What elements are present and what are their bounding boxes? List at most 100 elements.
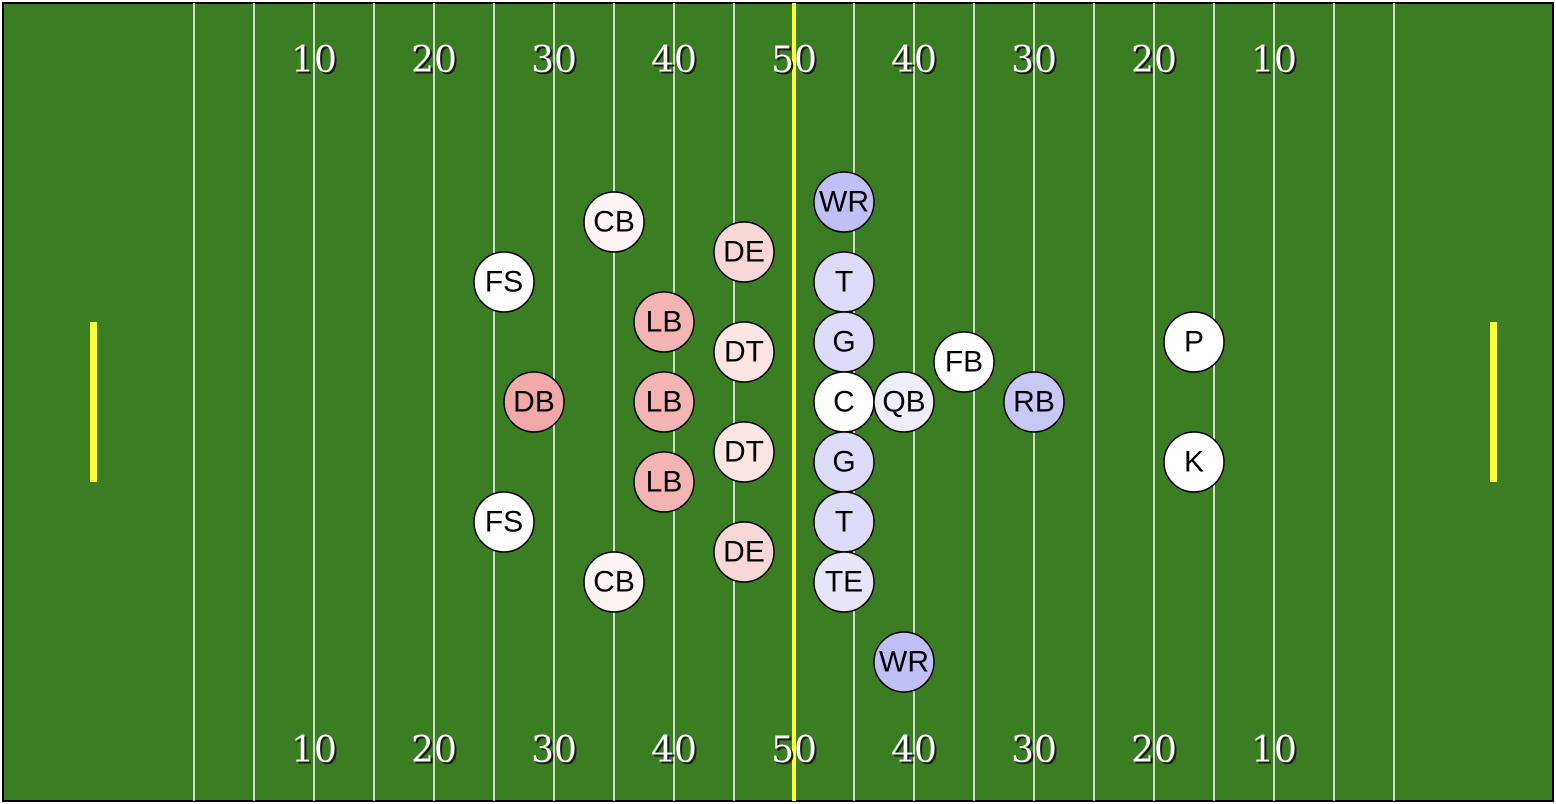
player-label: DE [723,236,765,269]
player-label: DT [724,436,764,469]
player-cb[interactable]: CB [583,191,645,253]
player-label: LB [646,306,683,339]
player-marker [713,521,775,583]
player-p[interactable]: P [1163,311,1225,373]
player-marker [1163,431,1225,493]
player-g[interactable]: G [813,311,875,373]
yard-number-shadow: 40 [893,732,939,773]
player-marker [873,371,935,433]
player-marker [633,371,695,433]
yard-number-shadow: 30 [1013,732,1059,773]
player-marker [583,551,645,613]
yard-number-shadow: 30 [1013,42,1059,83]
player-marker [813,171,875,233]
yard-number: 10 [1251,730,1297,771]
yard-number-shadow: 10 [1253,42,1299,83]
yard-number: 40 [651,40,697,81]
player-label: WR [879,646,929,679]
yard-number: 30 [531,40,577,81]
player-label: TE [825,566,863,599]
yard-number: 10 [291,730,337,771]
yard-number: 50 [771,730,817,771]
player-te[interactable]: TE [813,551,875,613]
player-db[interactable]: DB [503,371,565,433]
yard-number-shadow: 50 [773,42,819,83]
player-t[interactable]: T [813,491,875,553]
yard-number: 20 [1131,40,1177,81]
yard-number-shadow: 40 [893,42,939,83]
yard-number-shadow: 20 [1133,732,1179,773]
player-label: C [833,386,855,419]
player-label: CB [593,566,635,599]
player-marker [1003,371,1065,433]
player-label: FS [485,266,523,299]
yard-number: 20 [411,40,457,81]
yard-number-shadow: 20 [413,42,459,83]
player-fs[interactable]: FS [473,491,535,553]
player-label: DB [513,386,555,419]
player-marker [473,251,535,313]
player-label: WR [819,186,869,219]
player-wr[interactable]: WR [873,631,935,693]
player-marker [1163,311,1225,373]
player-label: G [832,446,855,479]
player-de[interactable]: DE [713,221,775,283]
yard-number: 10 [1251,40,1297,81]
yard-number-shadow: 20 [1133,42,1179,83]
player-marker [583,191,645,253]
player-label: K [1184,446,1204,479]
player-lb[interactable]: LB [633,371,695,433]
player-cb[interactable]: CB [583,551,645,613]
player-dt[interactable]: DT [713,421,775,483]
player-t[interactable]: T [813,251,875,313]
player-qb[interactable]: QB [873,371,935,433]
yard-number-shadow: 40 [653,42,699,83]
player-k[interactable]: K [1163,431,1225,493]
yard-number-shadow: 10 [1253,732,1299,773]
yard-number-shadow: 20 [413,732,459,773]
yard-number: 40 [651,730,697,771]
yard-number: 10 [291,40,337,81]
player-fb[interactable]: FB [933,331,995,393]
player-marker [713,221,775,283]
player-lb[interactable]: LB [633,291,695,353]
player-marker [713,421,775,483]
player-label: G [832,326,855,359]
player-label: T [835,266,853,299]
goalpost-right [1490,322,1497,482]
yard-number-shadow: 30 [533,42,579,83]
player-g[interactable]: G [813,431,875,493]
yard-number-shadow: 40 [653,732,699,773]
yard-number: 30 [1011,40,1057,81]
yard-number-shadow: 10 [293,732,339,773]
yard-number: 40 [891,40,937,81]
player-label: P [1184,326,1204,359]
yard-number-shadow: 50 [773,732,819,773]
player-marker [633,291,695,353]
player-rb[interactable]: RB [1003,371,1065,433]
player-marker [633,451,695,513]
player-lb[interactable]: LB [633,451,695,513]
yard-number: 20 [1131,730,1177,771]
player-c[interactable]: C [813,371,875,433]
yard-number: 30 [1011,730,1057,771]
player-marker [813,551,875,613]
player-label: T [835,506,853,539]
player-dt[interactable]: DT [713,321,775,383]
player-label: LB [646,386,683,419]
player-label: FS [485,506,523,539]
player-label: DT [724,336,764,369]
player-marker [873,631,935,693]
player-label: LB [646,466,683,499]
yard-number-shadow: 10 [293,42,339,83]
player-wr[interactable]: WR [813,171,875,233]
goalpost-left [90,322,97,482]
player-fs[interactable]: FS [473,251,535,313]
player-de[interactable]: DE [713,521,775,583]
player-marker [473,491,535,553]
yard-number: 20 [411,730,457,771]
